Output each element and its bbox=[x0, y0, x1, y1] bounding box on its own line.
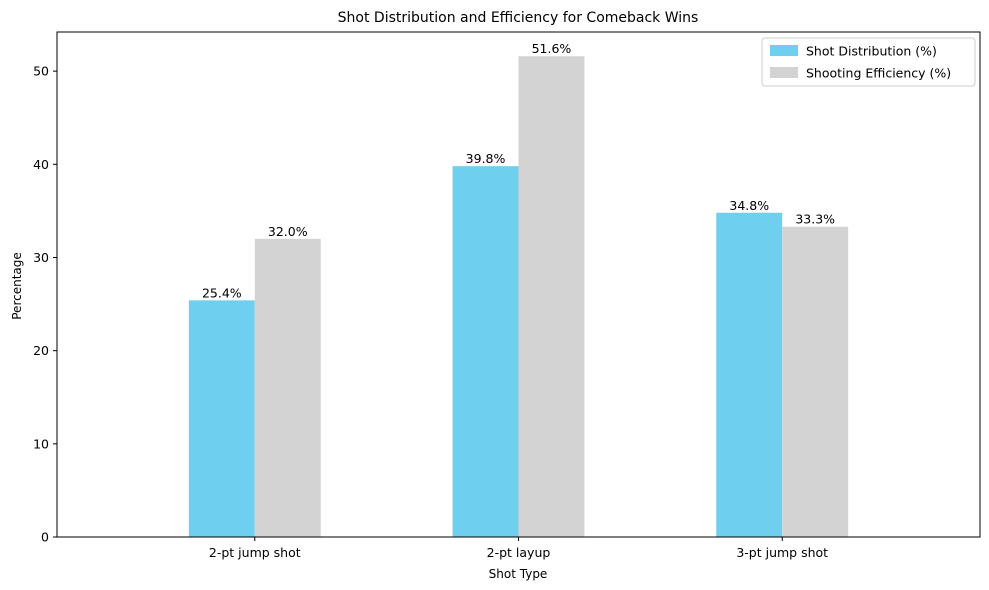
y-tick-label: 20 bbox=[33, 343, 49, 358]
legend-label: Shooting Efficiency (%) bbox=[806, 66, 951, 81]
x-axis-label: Shot Type bbox=[489, 567, 548, 581]
x-tick-label: 2-pt layup bbox=[487, 545, 551, 560]
bar-distribution-0 bbox=[188, 300, 255, 537]
y-tick-label: 40 bbox=[33, 157, 49, 172]
legend-label: Shot Distribution (%) bbox=[806, 44, 937, 59]
legend-box bbox=[761, 37, 976, 87]
y-tick-label: 50 bbox=[33, 64, 49, 79]
x-tick-label: 2-pt jump shot bbox=[209, 545, 301, 560]
bar-value-label: 39.8% bbox=[466, 151, 506, 166]
bar-efficiency-0 bbox=[254, 238, 321, 537]
bar-distribution-2 bbox=[716, 212, 783, 537]
bar-efficiency-1 bbox=[518, 56, 585, 537]
chart-title: Shot Distribution and Efficiency for Com… bbox=[338, 10, 699, 26]
bar-value-label: 32.0% bbox=[268, 224, 308, 239]
plot-area: 25.4% 39.8% 34.8% 32.0% 51.6% 33.3% 0 10 20 30 40 5… bbox=[33, 31, 981, 560]
bar-value-label: 25.4% bbox=[202, 285, 242, 300]
y-axis-label: Percentage bbox=[10, 252, 24, 320]
bar-distribution-1 bbox=[452, 166, 519, 537]
bar-efficiency-2 bbox=[782, 226, 849, 537]
y-tick-label: 10 bbox=[33, 436, 49, 451]
legend: Shot Distribution (%) Shooting Efficiency… bbox=[761, 37, 976, 87]
legend-swatch-distribution bbox=[770, 45, 798, 56]
x-tick-label: 3-pt jump shot bbox=[736, 545, 828, 560]
bar-value-label: 34.8% bbox=[729, 198, 769, 213]
y-tick-label: 0 bbox=[41, 530, 49, 545]
y-tick-label: 30 bbox=[33, 250, 49, 265]
bar-value-label: 33.3% bbox=[795, 212, 835, 227]
bar-value-label: 51.6% bbox=[532, 41, 572, 56]
legend-swatch-efficiency bbox=[770, 67, 798, 78]
